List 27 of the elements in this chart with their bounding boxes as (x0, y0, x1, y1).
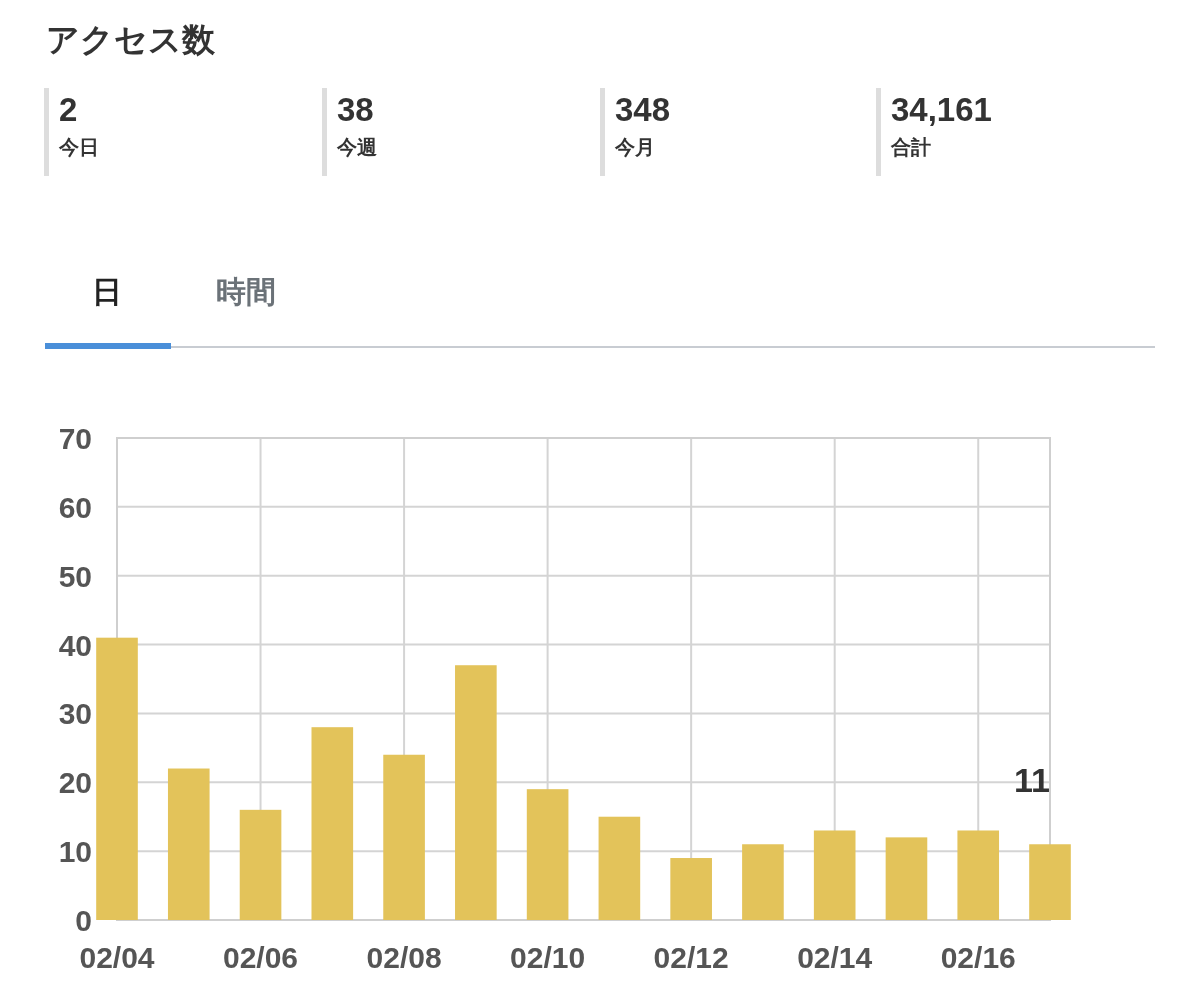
y-tick-label: 0 (75, 904, 92, 937)
x-tick-label: 02/10 (510, 941, 586, 974)
text: 348 (615, 90, 671, 130)
x-tick-label: 02/12 (653, 941, 729, 974)
text: 34,161 (891, 90, 992, 130)
chart-title: アクセス数 (46, 20, 215, 60)
text: 今日 (59, 135, 99, 160)
x-tick-label: 02/16 (940, 941, 1016, 974)
y-tick-label: 10 (58, 835, 92, 869)
text: 合計 (891, 135, 932, 160)
y-tick-label: 30 (58, 697, 92, 731)
y-tick-label: 70 (58, 422, 92, 455)
text: 今月 (615, 135, 656, 160)
y-tick-label: 40 (58, 628, 92, 662)
text: 2 (59, 90, 79, 130)
y-tick-label: 20 (58, 766, 92, 800)
text: 時間 (216, 274, 276, 310)
text: 日 (92, 274, 122, 310)
x-tick-label: 02/08 (366, 941, 442, 974)
x-tick-label: 02/14 (797, 941, 873, 974)
data-label: 11 (1014, 761, 1050, 800)
y-tick-label: 50 (58, 559, 92, 593)
text: 今週 (337, 135, 377, 160)
x-tick-label: 02/04 (79, 941, 155, 974)
text: 38 (337, 90, 375, 130)
y-tick-label: 60 (58, 490, 92, 524)
x-tick-label: 02/06 (223, 941, 299, 974)
